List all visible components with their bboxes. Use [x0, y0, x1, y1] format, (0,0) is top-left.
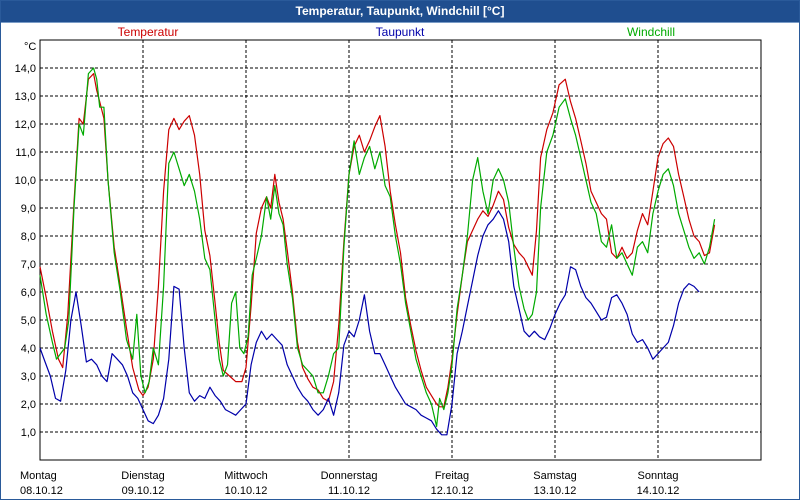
series-line-temperatur: [39, 72, 716, 408]
y-tick-label: 4,0: [21, 343, 36, 355]
x-day-label: Samstag: [533, 470, 576, 482]
y-tick-label: 8,0: [21, 231, 36, 243]
x-date-label: 09.10.12: [122, 485, 165, 497]
x-date-label: 13.10.12: [534, 485, 577, 497]
y-tick-label: 14,0: [15, 63, 36, 75]
y-tick-label: 13,0: [15, 91, 36, 103]
y-tick-label: 7,0: [21, 259, 36, 271]
x-date-label: 11.10.12: [328, 485, 370, 497]
y-tick-label: 12,0: [15, 119, 36, 131]
y-tick-label: 6,0: [21, 287, 36, 299]
x-date-label: 08.10.12: [20, 485, 63, 497]
x-day-label: Donnerstag: [321, 470, 378, 482]
x-day-label: Montag: [20, 470, 57, 482]
legend-taupunkt: Taupunkt: [376, 25, 425, 39]
x-date-label: 10.10.12: [225, 485, 268, 497]
legend-windchill: Windchill: [627, 25, 675, 39]
x-day-label: Dienstag: [121, 470, 164, 482]
x-day-label: Freitag: [435, 470, 469, 482]
x-date-label: 14.10.12: [637, 485, 680, 497]
series-line-taupunkt: [39, 210, 700, 436]
y-tick-label: 2,0: [21, 399, 36, 411]
series-line-windchill: [39, 67, 716, 427]
y-tick-label: 11,0: [15, 147, 36, 159]
x-day-label: Sonntag: [638, 470, 679, 482]
y-tick-label: 9,0: [21, 203, 36, 215]
y-axis-label: °C: [24, 41, 36, 53]
y-tick-label: 3,0: [21, 371, 36, 383]
y-tick-label: 10,0: [15, 175, 36, 187]
y-tick-label: 5,0: [21, 315, 36, 327]
y-tick-label: 1,0: [21, 427, 36, 439]
window-title: Temperatur, Taupunkt, Windchill [°C]: [1, 1, 799, 23]
plot-frame: [39, 39, 762, 461]
legend-temperatur: Temperatur: [118, 25, 179, 39]
x-date-label: 12.10.12: [431, 485, 474, 497]
x-day-label: Mittwoch: [224, 470, 267, 482]
